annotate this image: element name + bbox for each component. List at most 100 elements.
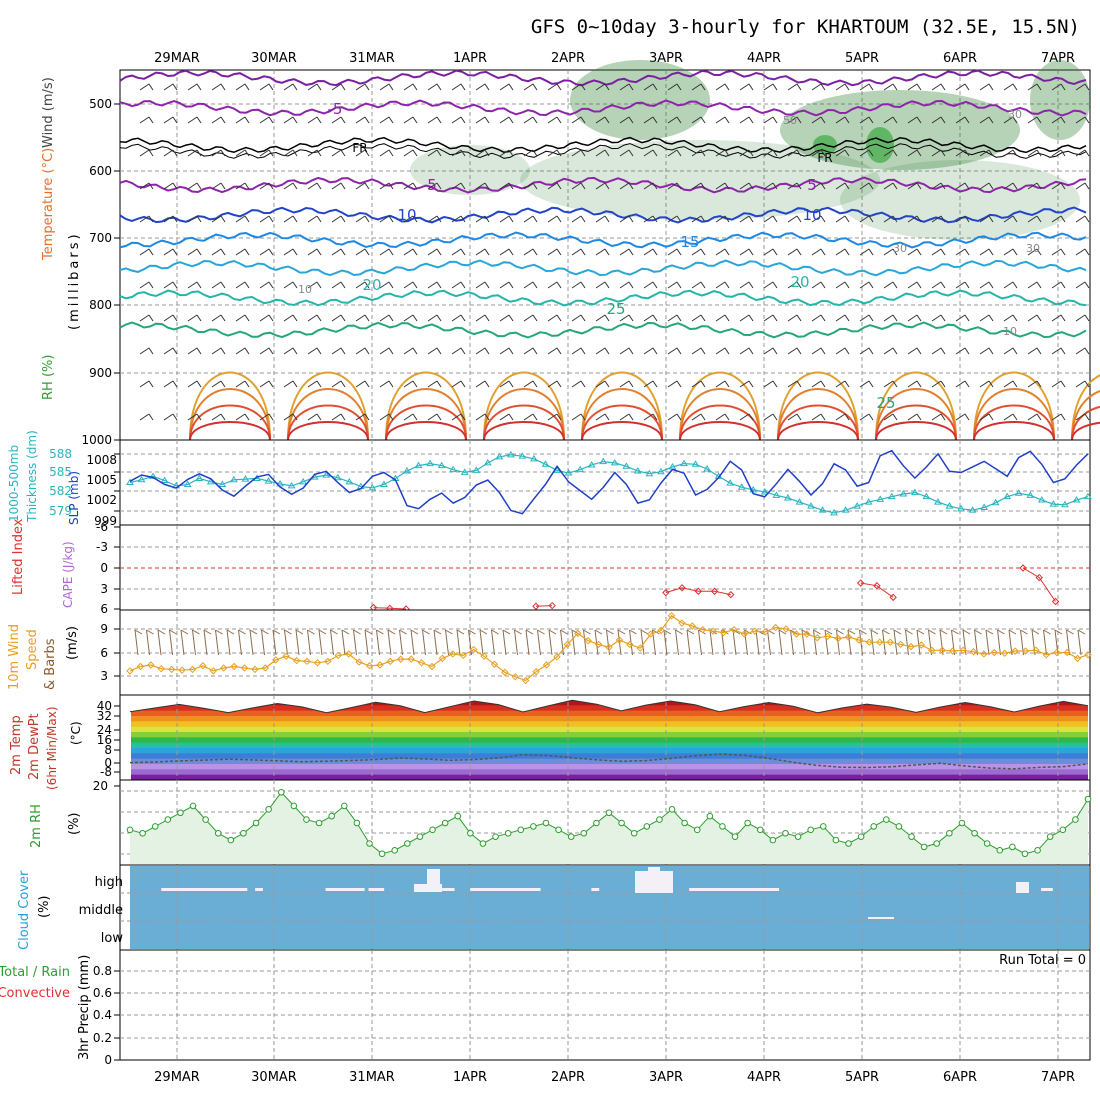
upper-wind-barb — [691, 182, 702, 190]
upper-wind-barb — [715, 347, 726, 355]
upper-wind-barb-flag — [268, 314, 274, 322]
upper-wind-barb — [763, 149, 774, 157]
upper-wind-barb-flag — [148, 347, 154, 355]
upper-wind-barb-flag — [484, 149, 490, 157]
upper-wind-barb-flag — [1060, 413, 1066, 421]
series-point — [895, 823, 903, 830]
upper-wind-barb-flag — [148, 413, 154, 421]
boundary-layer-contour — [679, 404, 761, 441]
contour-label: 25 — [876, 394, 895, 412]
series-point — [541, 460, 550, 467]
upper-wind-barb — [1051, 182, 1062, 190]
upper-wind-barb — [931, 281, 942, 289]
wind10m-barb — [169, 629, 173, 656]
contour-label: 30 — [893, 242, 907, 255]
series-point — [719, 823, 726, 830]
series-point — [917, 641, 926, 649]
series-point — [265, 806, 272, 813]
series-point — [459, 651, 467, 660]
series-line — [373, 607, 407, 610]
series-point — [315, 819, 323, 827]
upper-wind-barb-flag — [364, 413, 370, 421]
upper-wind-barb — [907, 149, 918, 157]
series-point — [290, 802, 298, 810]
series-point — [355, 658, 363, 666]
upper-wind-barb-flag — [508, 248, 514, 256]
upper-wind-barb-flag — [844, 413, 850, 421]
series-point — [333, 473, 342, 481]
upper-wind-barb — [307, 149, 318, 157]
upper-wind-barb — [739, 314, 750, 322]
series-point — [945, 502, 954, 509]
upper-wind-barb-flag — [148, 182, 154, 190]
upper-wind-barb-flag — [148, 314, 154, 322]
upper-wind-barb — [691, 248, 702, 256]
boundary-layer-contour — [385, 404, 467, 441]
upper-wind-barb-flag — [1012, 116, 1018, 124]
upper-wind-barb — [811, 248, 822, 256]
upper-wind-barb-flag — [556, 380, 562, 388]
upper-wind-barb-flag — [844, 314, 850, 322]
upper-wind-barb — [1075, 248, 1086, 256]
upper-wind-barb-flag — [460, 413, 466, 421]
upper-wind-barb-flag — [844, 281, 850, 289]
wind10m-barb — [157, 629, 162, 656]
upper-wind-barb — [283, 83, 294, 91]
series-point — [530, 823, 537, 830]
upper-wind-barb — [403, 83, 414, 91]
upper-wind-barb — [163, 314, 174, 322]
upper-wind-barb — [883, 281, 894, 289]
upper-wind-barb-flag — [628, 83, 634, 91]
upper-wind-barb-flag — [460, 149, 466, 157]
axis-tick-label: 600 — [89, 164, 112, 178]
series-point — [819, 823, 827, 830]
series-point — [771, 623, 780, 632]
upper-wind-barb — [907, 182, 918, 190]
upper-wind-barb-flag — [532, 281, 538, 289]
upper-wind-barb-flag — [1084, 380, 1090, 388]
wind10m-barb-flag — [1054, 629, 1063, 635]
upper-wind-barb-flag — [772, 248, 778, 256]
upper-wind-barb-flag — [748, 215, 754, 223]
upper-wind-barb-flag — [292, 314, 298, 322]
upper-wind-barb — [355, 314, 366, 322]
slp-axis-label: SLP (mb) — [67, 471, 81, 525]
upper-wind-barb-flag — [556, 83, 562, 91]
series-point — [426, 459, 434, 467]
upper-wind-barb — [283, 281, 294, 289]
upper-wind-barb-flag — [748, 149, 754, 157]
upper-wind-barb-flag — [796, 380, 802, 388]
cloud-high-bar — [442, 888, 455, 891]
wind10m-barb-flag — [640, 629, 649, 635]
temperature-color-band — [131, 726, 1088, 733]
upper-wind-barb-flag — [436, 281, 442, 289]
upper-wind-barb-flag — [412, 413, 418, 421]
series-point — [177, 809, 184, 817]
upper-wind-barb — [1075, 413, 1086, 421]
upper-wind-barb-flag — [676, 347, 682, 355]
wind10m-barb-flag — [859, 629, 867, 635]
upper-wind-barb — [355, 116, 366, 124]
series-point — [1014, 489, 1023, 496]
series-point — [340, 802, 348, 810]
axis-tick-label: 0 — [100, 561, 108, 575]
upper-wind-barb — [1003, 116, 1014, 124]
upper-wind-barb — [211, 380, 222, 388]
axis-tick-label: 3 — [100, 582, 108, 596]
upper-wind-barb-flag — [244, 83, 250, 91]
upper-wind-barb — [307, 116, 318, 124]
wind10m-barb-flag — [778, 629, 787, 635]
boundary-layer-contour — [287, 421, 369, 441]
series-point — [636, 644, 644, 652]
upper-wind-barb-flag — [604, 248, 610, 256]
upper-wind-barb — [595, 116, 606, 124]
upper-wind-barb-flag — [628, 413, 634, 421]
wind10m-barb-flag — [583, 629, 591, 635]
upper-wind-barb — [715, 182, 726, 190]
wind10m-barb — [456, 629, 461, 656]
upper-wind-barb — [187, 347, 198, 355]
cloud-high-bar — [325, 888, 365, 891]
series-point — [772, 491, 781, 498]
upper-wind-barb — [883, 248, 894, 256]
